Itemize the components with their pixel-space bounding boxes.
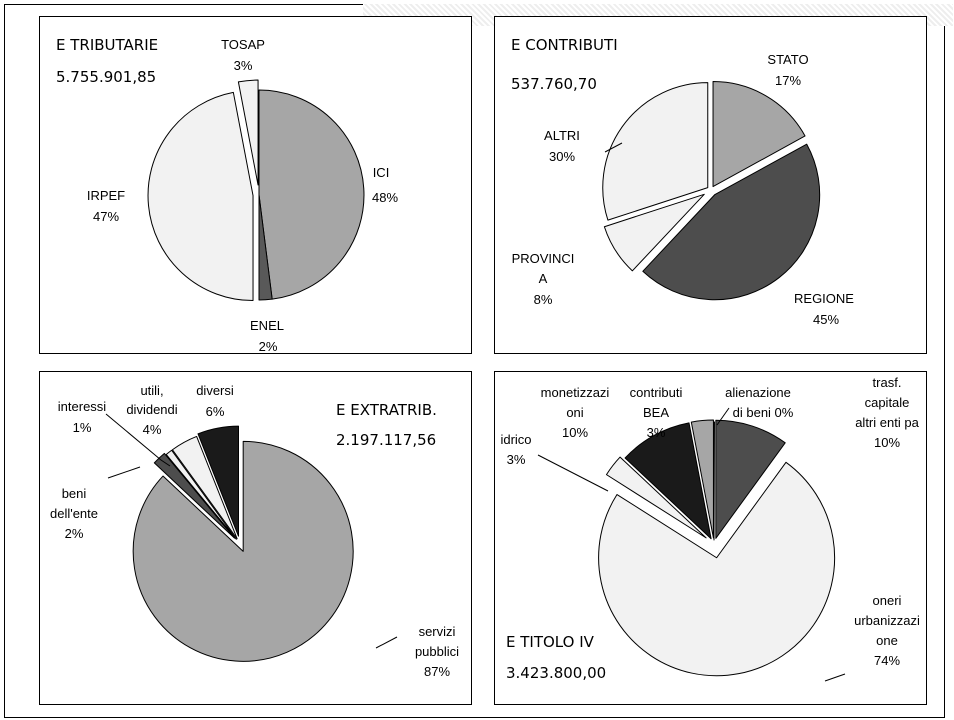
pie-slice-contributi-bea [690, 419, 714, 539]
pie-slice-stato [712, 81, 806, 188]
pie-slice-ici [258, 89, 365, 300]
slice-pct-interessi: 1% [73, 420, 92, 435]
pie-slice-tosap [237, 79, 259, 186]
slice-label-trasf-1: trasf. [873, 375, 902, 390]
slice-label-tosap: TOSAP [221, 37, 265, 52]
slice-label-monetizzazioni-2: oni [566, 405, 583, 420]
slice-pct-tosap: 3% [234, 58, 253, 73]
chart-title: E TRIBUTARIE [56, 36, 158, 54]
pie-slice-oneri-urbanizzazione [598, 461, 836, 677]
slice-label-regione: REGIONE [794, 291, 854, 306]
slice-label-utili-1: utili, [140, 383, 163, 398]
slice-label-monetizzazioni-1: monetizzazi [541, 385, 610, 400]
slice-label-servizi-2: pubblici [415, 644, 459, 659]
pie-slice-alienazione-di-beni [713, 421, 715, 541]
chart-panel-extratrib: E EXTRATRIB. 2.197.117,56 interessi 1% u… [39, 371, 472, 705]
slice-label-enel: ENEL [250, 318, 284, 333]
pie-slice-idrico [605, 456, 707, 539]
slice-label-alienazione-2: di beni 0% [733, 405, 794, 420]
chart-title: E EXTRATRIB. [336, 401, 437, 419]
slice-pct-bea: 3% [647, 425, 666, 440]
slice-pct-idrico: 3% [507, 452, 526, 467]
pie-slice-monetizzazioni [624, 422, 712, 540]
pie-slices [598, 419, 836, 677]
slice-pct-enel: 2% [259, 339, 278, 354]
pie-slice-servizi-pubblici [132, 440, 354, 662]
leader-line-oneri [824, 673, 846, 682]
slice-label-trasf-2: capitale [865, 395, 910, 410]
slice-label-oneri-1: oneri [873, 593, 902, 608]
pie-chart-tributarie: E TRIBUTARIE 5.755.901,85 ICI 48% IRPEF … [56, 36, 398, 354]
slice-pct-stato: 17% [775, 73, 801, 88]
pie-slice-interessi [165, 449, 237, 540]
pie-slice-diversi [197, 425, 239, 537]
leader-line-servizi [375, 636, 398, 649]
leader-line-altri [604, 142, 623, 153]
slice-label-bea-2: BEA [643, 405, 669, 420]
chart-total: 5.755.901,85 [56, 68, 156, 86]
slice-label-beni-2: dell'ente [50, 506, 98, 521]
pie-slices [147, 79, 365, 302]
slice-pct-altri: 30% [549, 149, 575, 164]
chart-panel-tributarie: E TRIBUTARIE 5.755.901,85 ICI 48% IRPEF … [39, 16, 472, 354]
slice-pct-trasf: 10% [874, 435, 900, 450]
slice-label-interessi: interessi [58, 399, 107, 414]
pie-slices [132, 425, 354, 662]
chart-panel-contributi: E CONTRIBUTI 537.760,70 STATO 17% ALTRI … [494, 16, 927, 354]
pie-chart-contributi: E CONTRIBUTI 537.760,70 STATO 17% ALTRI … [511, 36, 854, 327]
slice-label-utili-2: dividendi [126, 402, 177, 417]
pie-slices [602, 81, 821, 301]
pie-slice-irpef [147, 91, 254, 302]
slice-pct-provincia: 8% [534, 292, 553, 307]
slice-label-alienazione-1: alienazione [725, 385, 791, 400]
pie-chart-extratrib: E EXTRATRIB. 2.197.117,56 interessi 1% u… [50, 383, 459, 679]
leader-line-interessi [105, 413, 171, 467]
chart-panel-titolo-iv: E TITOLO IV 3.423.800,00 monetizzazi oni… [494, 371, 927, 705]
slice-label-bea-1: contributi [630, 385, 683, 400]
pie-slice-trasf-capitale-altri-enti-pa [715, 419, 786, 539]
slice-label-idrico: idrico [500, 432, 531, 447]
slice-label-trasf-3: altri enti pa [855, 415, 919, 430]
slice-label-servizi-1: servizi [419, 624, 456, 639]
slice-label-altri: ALTRI [544, 128, 580, 143]
slice-pct-oneri: 74% [874, 653, 900, 668]
pie-slice-enel [258, 194, 273, 301]
chart-title: E CONTRIBUTI [511, 36, 618, 54]
slice-pct-utili: 4% [143, 422, 162, 437]
chart-title: E TITOLO IV [506, 633, 595, 651]
pie-chart-titolo-iv: E TITOLO IV 3.423.800,00 monetizzazi oni… [500, 375, 920, 682]
slice-pct-beni: 2% [65, 526, 84, 541]
slice-label-stato: STATO [767, 52, 808, 67]
pie-slice-altri [602, 82, 709, 221]
leader-line-beni [107, 466, 141, 479]
slice-pct-regione: 45% [813, 312, 839, 327]
slice-pct-irpef: 47% [93, 209, 119, 224]
chart-total: 2.197.117,56 [336, 431, 436, 449]
slice-label-oneri-3: one [876, 633, 898, 648]
leader-line-alienazione [716, 407, 730, 426]
slice-label-diversi: diversi [196, 383, 234, 398]
slice-label-provincia-1: PROVINCI [512, 251, 575, 266]
slice-pct-diversi: 6% [206, 404, 225, 419]
chart-total: 537.760,70 [511, 75, 597, 93]
leader-line-idrico [537, 454, 609, 492]
pie-slice-regione [642, 143, 821, 301]
slice-label-oneri-2: urbanizzazi [854, 613, 920, 628]
chart-total: 3.423.800,00 [506, 664, 606, 682]
slice-label-provincia-2: A [539, 271, 548, 286]
slice-pct-ici: 48% [372, 190, 398, 205]
pie-slice-provincia [603, 193, 705, 272]
slice-label-irpef: IRPEF [87, 188, 125, 203]
slice-label-beni-1: beni [62, 486, 87, 501]
pie-slice-utili-dividendi [171, 435, 238, 540]
slice-pct-servizi: 87% [424, 664, 450, 679]
slice-pct-monetizzazioni: 10% [562, 425, 588, 440]
slice-label-ici: ICI [373, 165, 390, 180]
